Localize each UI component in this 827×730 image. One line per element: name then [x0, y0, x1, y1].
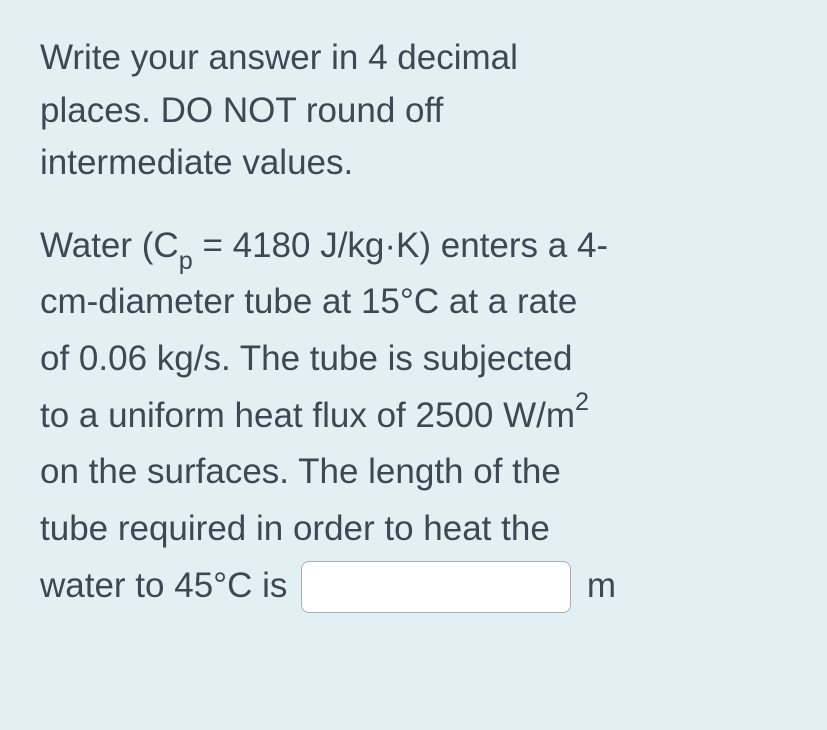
- instruction-block: Write your answer in 4 decimal places. D…: [40, 32, 787, 190]
- question-line2: cm-diameter tube at 15°C at a rate: [40, 282, 577, 321]
- answer-input[interactable]: [301, 561, 571, 613]
- question-block: Water (Cp = 4180 J/kg·K) enters a 4- cm-…: [40, 218, 787, 615]
- question-line7a: water to 45°C is: [40, 566, 287, 605]
- water-label: Water (C: [40, 226, 179, 265]
- instruction-line1: Write your answer in 4 decimal: [40, 38, 518, 77]
- question-line5: on the surfaces. The length of the: [40, 452, 561, 491]
- question-card: Write your answer in 4 decimal places. D…: [0, 0, 827, 730]
- heat-flux-text: to a uniform heat flux of 2500 W/m: [40, 396, 575, 435]
- question-text: Water (Cp = 4180 J/kg·K) enters a 4-: [40, 226, 608, 265]
- cp-value: = 4180 J/kg·K) enters a 4-: [193, 226, 608, 265]
- answer-line: water to 45°C is m: [40, 566, 616, 605]
- question-line4: to a uniform heat flux of 2500 W/m2: [40, 396, 589, 435]
- superscript-2: 2: [575, 388, 589, 416]
- instruction-line3: intermediate values.: [40, 143, 353, 182]
- question-line3: of 0.06 kg/s. The tube is subjected: [40, 339, 572, 378]
- subscript-p: p: [179, 247, 193, 275]
- question-line6: tube required in order to heat the: [40, 509, 550, 548]
- instruction-line2: places. DO NOT round off: [40, 91, 443, 130]
- unit-label: m: [587, 566, 616, 605]
